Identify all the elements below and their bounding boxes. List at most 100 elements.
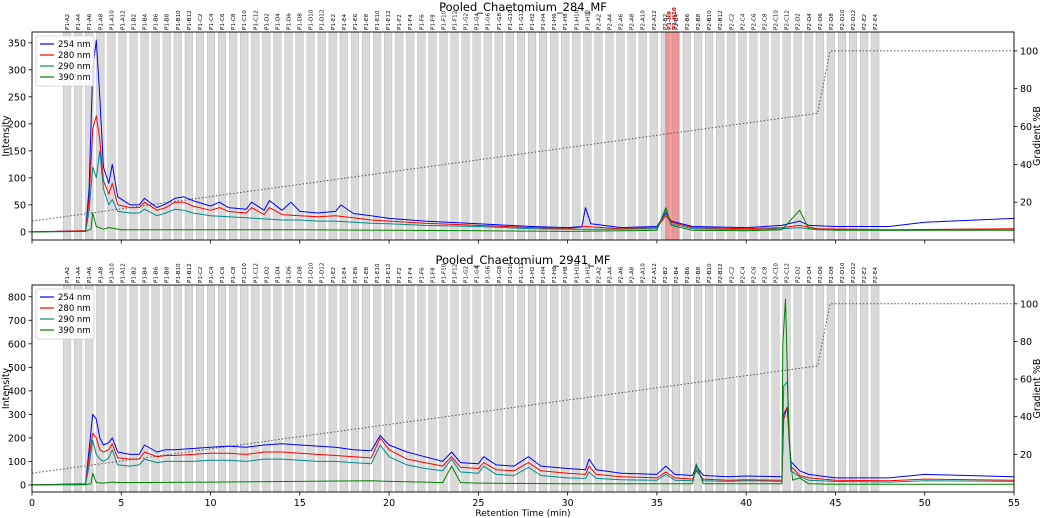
fraction-label: P1-D10: [309, 262, 315, 283]
legend-label: 254 nm: [58, 293, 91, 303]
fraction-band: [771, 285, 780, 492]
x-tick-label: 25: [472, 498, 484, 509]
x-tick-label: 15: [294, 498, 306, 509]
fraction-band: [162, 32, 171, 240]
fraction-band: [771, 32, 780, 240]
fraction-band: [384, 285, 393, 492]
fraction-band: [837, 285, 847, 492]
x-axis-label: Retention Time (min): [475, 509, 570, 518]
fraction-label: P2-D8: [829, 266, 835, 283]
fraction-band: [516, 32, 525, 240]
fraction-label: P1-G2: [464, 266, 470, 283]
fraction-band: [849, 285, 858, 492]
fraction-label: P1-H8: [563, 266, 569, 283]
fraction-label: P1-A8: [98, 13, 104, 30]
fraction-label: P1-C2: [198, 14, 204, 30]
fraction-label: P1-D8: [298, 266, 304, 283]
fraction-band: [229, 285, 238, 492]
fraction-label: P2-A12: [652, 263, 658, 283]
x-tick-label: 45: [829, 498, 841, 509]
fraction-band: [583, 285, 592, 492]
fraction-band: [361, 32, 371, 240]
fraction-label: P1-H4: [541, 13, 547, 30]
fraction-band: [173, 285, 182, 492]
fraction-label: P2-B6: [685, 13, 691, 30]
fraction-band: [804, 32, 813, 240]
x-tick-label: 0: [29, 498, 35, 509]
fraction-label: P2-C12: [785, 263, 791, 283]
fraction-label: P1-C8: [231, 13, 237, 30]
fraction-label: P1-A10: [109, 10, 115, 30]
fraction-label: P2-C8: [762, 266, 768, 283]
fraction-label: P1-B8: [165, 13, 171, 30]
fraction-label: P1-B4: [143, 13, 149, 30]
fraction-band: [129, 285, 138, 492]
fraction-band: [871, 32, 880, 240]
fraction-band: [826, 285, 835, 492]
fraction-band: [616, 32, 625, 240]
x-tick-label: 20: [383, 498, 395, 509]
y-tick-label: 0: [20, 480, 26, 491]
fraction-band: [671, 285, 680, 492]
fraction-band: [605, 32, 614, 240]
fraction-label: P2-B10: [707, 10, 713, 30]
fraction-label: P1-H8: [563, 13, 569, 30]
fraction-band: [572, 32, 581, 240]
fraction-band: [240, 285, 249, 492]
fraction-band: [760, 285, 769, 492]
fraction-band: [682, 285, 692, 492]
fraction-label: P1-G4: [475, 266, 481, 283]
fraction-band: [173, 32, 182, 240]
y-tick-label: 250: [8, 92, 26, 103]
fraction-band: [727, 285, 736, 492]
fraction-band: [494, 285, 503, 492]
fraction-label: P2-B4: [674, 13, 680, 30]
fraction-label: P2-D2: [796, 266, 802, 283]
fraction-label: P2-D10: [840, 9, 846, 30]
fraction-band: [328, 32, 337, 240]
legend-label: 280 nm: [58, 304, 91, 314]
fraction-label: P1-B10: [176, 10, 182, 30]
fraction-label: P1-E8: [364, 267, 370, 283]
highlighted-fraction: [665, 31, 679, 241]
fraction-label: P1-A12: [120, 263, 126, 283]
fraction-label: P2-B12: [718, 263, 724, 283]
fraction-label: P1-D12: [320, 263, 326, 283]
fraction-band: [705, 285, 714, 492]
legend-label: 390 nm: [58, 73, 91, 83]
fraction-label: P2-D12: [851, 263, 857, 283]
fraction-label: P2-C2: [729, 267, 735, 283]
fraction-band: [682, 32, 692, 240]
fraction-label: P1-A8: [98, 266, 104, 283]
fraction-band: [96, 32, 105, 240]
fraction-label: P1-B4: [143, 266, 149, 283]
fraction-band: [539, 285, 548, 492]
fraction-label: P1-C2: [198, 267, 204, 283]
fraction-band: [317, 32, 326, 240]
fraction-band: [350, 285, 359, 492]
fraction-label: P1-D6: [286, 266, 292, 283]
fraction-label: P1-F4: [408, 267, 414, 283]
fraction-label: P1-A6: [87, 266, 93, 283]
y-tick-label: 50: [14, 200, 26, 211]
fraction-label: P2-B8: [696, 266, 702, 283]
series-line-390-nm: [32, 298, 1014, 486]
fraction-label: P2-C6: [751, 266, 757, 283]
fraction-band: [705, 32, 714, 240]
fraction-label: P2-E2: [862, 267, 868, 283]
y-axis-label: Intensity: [1, 115, 12, 157]
fraction-band: [860, 285, 869, 492]
fraction-band: [727, 32, 736, 240]
fraction-band: [218, 285, 227, 492]
y2-tick-label: 40: [1020, 160, 1032, 171]
fraction-band: [361, 285, 371, 492]
y-tick-label: 0: [20, 227, 26, 238]
fraction-label: P1-G12: [519, 262, 525, 283]
y-tick-label: 200: [8, 119, 26, 130]
fraction-band: [561, 32, 570, 240]
fraction-band: [184, 285, 193, 492]
fraction-label: P1-D2: [264, 13, 270, 30]
plot-frame: [31, 284, 1015, 493]
y-tick-label: 300: [8, 410, 26, 421]
plot-frame: [31, 31, 1015, 241]
